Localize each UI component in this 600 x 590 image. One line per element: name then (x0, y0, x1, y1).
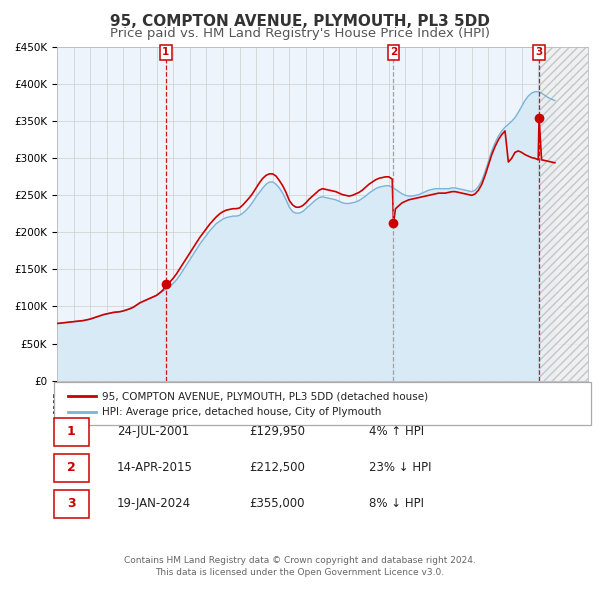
Text: 2: 2 (67, 461, 76, 474)
Text: 2: 2 (390, 47, 397, 57)
Text: 24-JUL-2001: 24-JUL-2001 (117, 425, 189, 438)
Text: 95, COMPTON AVENUE, PLYMOUTH, PL3 5DD (detached house): 95, COMPTON AVENUE, PLYMOUTH, PL3 5DD (d… (102, 391, 428, 401)
Text: 19-JAN-2024: 19-JAN-2024 (117, 497, 191, 510)
Text: £212,500: £212,500 (249, 461, 305, 474)
Text: 1: 1 (162, 47, 169, 57)
Text: Price paid vs. HM Land Registry's House Price Index (HPI): Price paid vs. HM Land Registry's House … (110, 27, 490, 40)
Text: 3: 3 (67, 497, 76, 510)
Text: £355,000: £355,000 (249, 497, 305, 510)
Bar (538, 47, 540, 381)
Text: 4% ↑ HPI: 4% ↑ HPI (369, 425, 424, 438)
Text: 1: 1 (67, 425, 76, 438)
Text: 95, COMPTON AVENUE, PLYMOUTH, PL3 5DD: 95, COMPTON AVENUE, PLYMOUTH, PL3 5DD (110, 14, 490, 28)
Text: HPI: Average price, detached house, City of Plymouth: HPI: Average price, detached house, City… (102, 407, 382, 417)
Text: Contains HM Land Registry data © Crown copyright and database right 2024.
This d: Contains HM Land Registry data © Crown c… (124, 556, 476, 577)
Text: 14-APR-2015: 14-APR-2015 (117, 461, 193, 474)
Bar (540, 47, 596, 381)
Text: 3: 3 (535, 47, 543, 57)
Text: 8% ↓ HPI: 8% ↓ HPI (369, 497, 424, 510)
Text: £129,950: £129,950 (249, 425, 305, 438)
Text: 23% ↓ HPI: 23% ↓ HPI (369, 461, 431, 474)
